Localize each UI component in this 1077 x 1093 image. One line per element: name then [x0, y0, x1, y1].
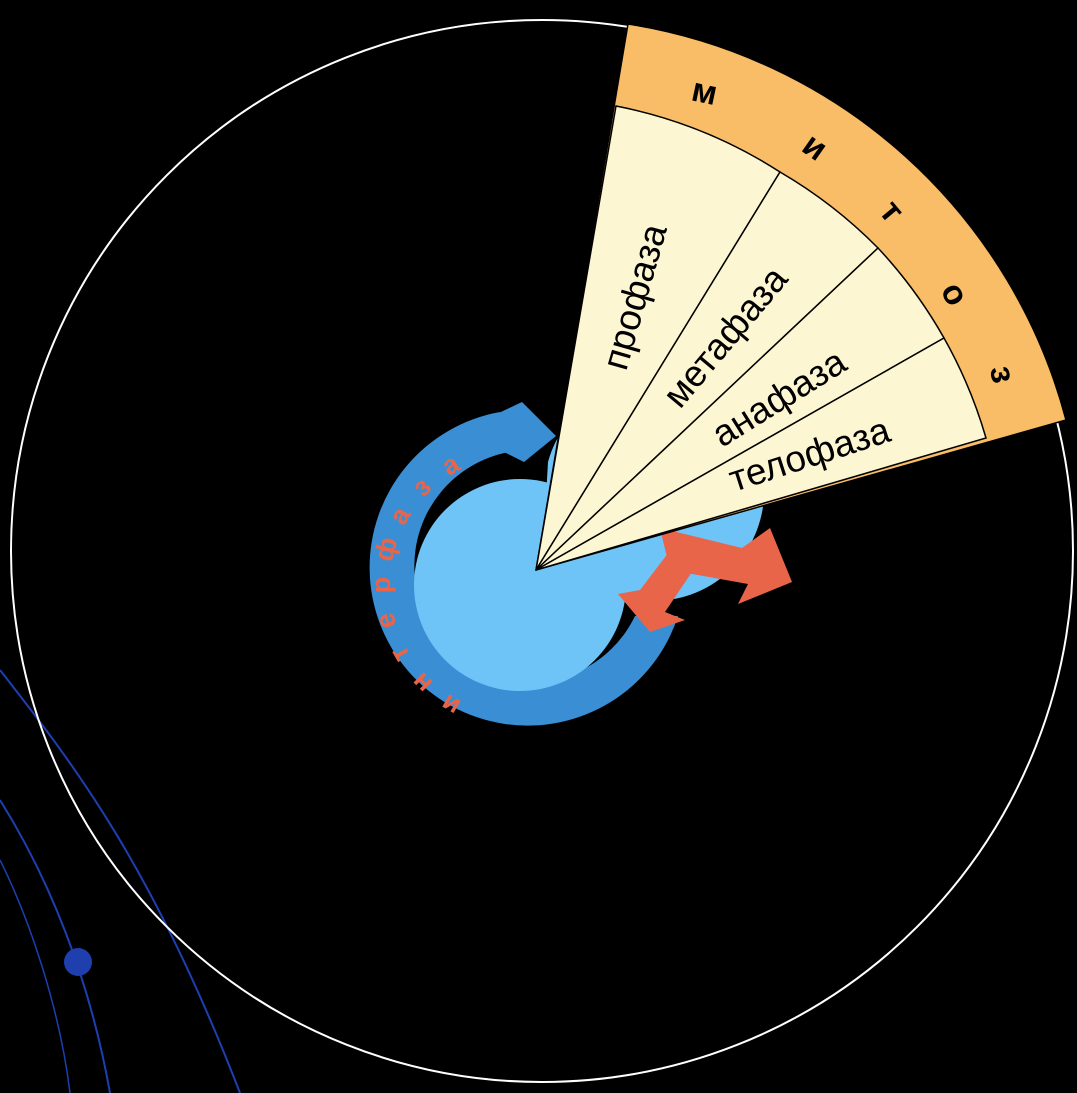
interphase-letter-5: р	[366, 577, 396, 594]
decorative-lines	[0, 669, 241, 1093]
deco-curve-3	[0, 859, 71, 1093]
mitosis-fan: профаза метафаза анафаза телофаза м и т …	[535, 23, 1067, 572]
interphase-letter-4: е	[369, 610, 402, 632]
deco-dot	[64, 948, 92, 976]
interphase-arrow-head	[484, 402, 556, 462]
phase-wedge-prophase	[535, 105, 782, 571]
division-arrow-down	[618, 548, 700, 632]
deco-curve-2	[0, 799, 111, 1093]
phase-wedge-telophase	[535, 336, 987, 571]
mitosis-letter-5: з	[982, 363, 1022, 386]
division-arrow-right	[660, 528, 792, 604]
deco-curve-1	[0, 669, 241, 1093]
outline-circle	[10, 19, 1074, 1083]
division-arrows	[618, 528, 792, 632]
